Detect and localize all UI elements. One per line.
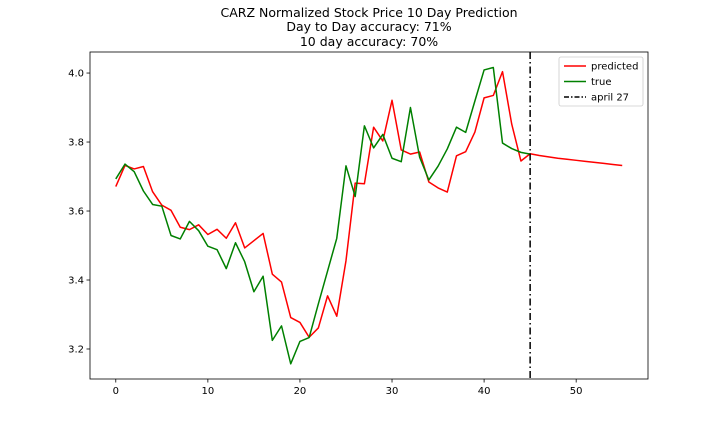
y-tick-label: 3.6 <box>68 207 84 218</box>
x-tick-label: 30 <box>386 386 399 397</box>
x-tick-label: 0 <box>113 386 119 397</box>
x-tick-label: 40 <box>478 386 491 397</box>
y-axis-ticks: 3.2 3.4 3.6 3.8 4.0 <box>68 69 90 355</box>
x-tick-label: 20 <box>294 386 307 397</box>
x-tick-label: 10 <box>201 386 214 397</box>
title-line-1: CARZ Normalized Stock Price 10 Day Predi… <box>220 5 517 20</box>
legend-label-predicted: predicted <box>591 62 638 73</box>
series-layer <box>115 66 623 365</box>
series-line-true <box>115 66 531 365</box>
y-tick-label: 3.4 <box>68 276 84 287</box>
chart-title: CARZ Normalized Stock Price 10 Day Predi… <box>220 5 517 49</box>
y-tick-label: 3.8 <box>68 138 84 149</box>
x-tick-label: 50 <box>570 386 583 397</box>
axes <box>89 51 649 380</box>
legend-label-true: true <box>591 77 612 88</box>
title-line-3: 10 day accuracy: 70% <box>300 34 438 49</box>
x-axis-ticks: 0 10 20 30 40 50 <box>113 379 583 397</box>
legend-box <box>558 56 644 107</box>
y-tick-label: 4.0 <box>68 69 84 80</box>
series-line-predicted <box>115 70 623 339</box>
title-line-2: Day to Day accuracy: 71% <box>286 19 451 34</box>
plot-area-frame <box>89 51 649 380</box>
y-tick-label: 3.2 <box>68 344 84 355</box>
legend: predicted true april 27 <box>558 56 644 107</box>
legend-label-april-27: april 27 <box>591 93 629 104</box>
